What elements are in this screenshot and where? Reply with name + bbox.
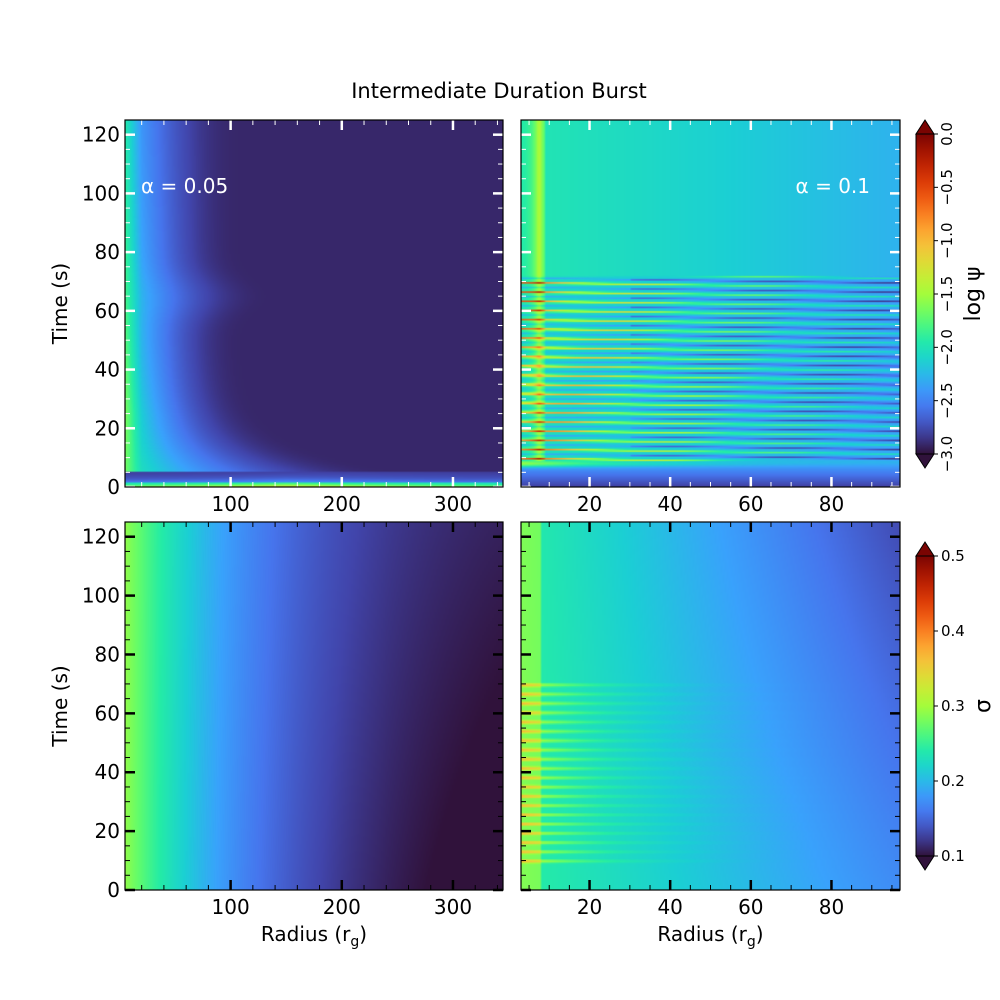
ytick-label: 0: [107, 475, 120, 499]
ytick-label: 100: [82, 584, 120, 608]
ytick-label: 100: [82, 181, 120, 205]
ytick-label: 120: [82, 123, 120, 147]
xtick-label: 200: [323, 895, 361, 919]
colorbar-tick-label: −2.0: [938, 329, 956, 365]
colorbar-tick-label: −0.5: [938, 169, 956, 205]
ytick-label: 80: [95, 240, 120, 264]
colorbar-extend-min: [915, 855, 935, 871]
xtick-label: 200: [323, 492, 361, 516]
ytick-label: 0: [107, 878, 120, 902]
colorbar-extend-max: [915, 119, 935, 135]
axes-frame: [124, 119, 504, 488]
heatmap-bottom-left: [125, 522, 503, 890]
axes-frame: [520, 521, 901, 891]
xtick-label: 300: [434, 492, 472, 516]
ytick-label: 60: [95, 299, 120, 323]
alpha-annotation: α = 0.05: [141, 174, 228, 198]
ytick-label: 120: [82, 525, 120, 549]
xtick-label: 80: [819, 492, 844, 516]
xtick-label: 20: [577, 895, 602, 919]
heatmap-bottom-right: [521, 522, 900, 890]
x-axis-label: Radius (rg): [261, 922, 367, 950]
xtick-label: 80: [819, 895, 844, 919]
alpha-annotation: α = 0.1: [796, 174, 870, 198]
y-axis-label: Time (s): [48, 263, 72, 345]
colorbar-gradient: [916, 134, 934, 454]
ytick-label: 60: [95, 701, 120, 725]
xtick-label: 20: [577, 492, 602, 516]
colorbar-log-psi: −3.0 −2.5 −2.0 −1.5 −1.0 −0.5 0.0 log ψ: [915, 119, 986, 472]
panel-top-left: 100 200 300 0 20 40 60 80 100 120 α = 0.05 Time (s): [48, 119, 504, 516]
colorbar-tick-label: −1.5: [938, 276, 956, 312]
x-axis-label: Radius (rg): [657, 922, 763, 950]
colorbar-tick-label: 0.4: [941, 622, 965, 640]
figure-title: Intermediate Duration Burst: [351, 79, 647, 103]
xtick-label: 60: [738, 895, 763, 919]
colorbar-gradient: [916, 556, 934, 856]
colorbar-extend-max: [915, 541, 935, 557]
ytick-label: 40: [95, 760, 120, 784]
colorbar-extend-min: [915, 453, 935, 469]
colorbar-tick-label: 0.3: [941, 697, 965, 715]
ytick-label: 40: [95, 358, 120, 382]
axes-frame: [124, 521, 504, 891]
colorbar-tick-label: −2.5: [938, 382, 956, 418]
ytick-label: 80: [95, 642, 120, 666]
colorbar-tick-label: 0.0: [938, 122, 956, 146]
panel-bottom-right: 20 40 60 80 Radius (rg): [520, 521, 901, 950]
colorbar-tick-label: −1.0: [938, 222, 956, 258]
colorbar-sigma: 0.1 0.2 0.3 0.4 0.5 σ: [915, 541, 996, 871]
xtick-label: 40: [657, 492, 682, 516]
panel-bottom-left: 100 200 300 0 20 40 60 80 100 120 Time (s) Radius (…: [48, 521, 504, 950]
y-axis-label: Time (s): [48, 665, 72, 747]
heatmap-top-left: [125, 120, 503, 487]
colorbar-tick-label: 0.5: [941, 547, 965, 565]
panel-top-right: 20 40 60 80 α = 0.1: [520, 119, 901, 516]
colorbar-label: log ψ: [961, 266, 986, 321]
xtick-label: 100: [212, 492, 250, 516]
colorbar-tick-label: 0.2: [941, 772, 965, 790]
colorbar-tick-label: −3.0: [938, 436, 956, 472]
xtick-label: 40: [657, 895, 682, 919]
colorbar-label: σ: [971, 699, 996, 713]
ytick-label: 20: [95, 416, 120, 440]
colorbar-tick-label: 0.1: [941, 847, 965, 865]
ytick-label: 20: [95, 819, 120, 843]
xtick-label: 60: [738, 492, 763, 516]
axes-frame: [520, 119, 901, 488]
xtick-label: 300: [434, 895, 472, 919]
xtick-label: 100: [212, 895, 250, 919]
heatmap-top-right: [521, 120, 900, 487]
